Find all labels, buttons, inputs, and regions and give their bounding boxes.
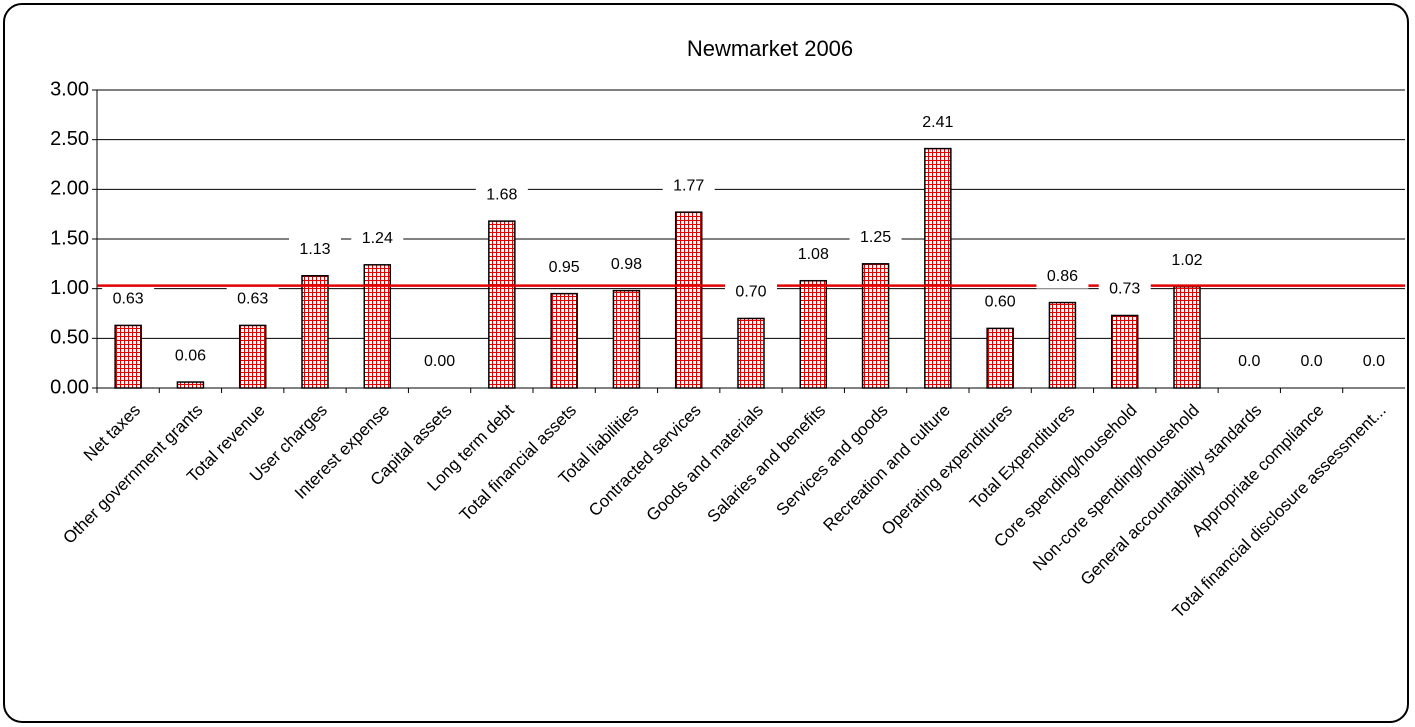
label-bg bbox=[289, 237, 341, 262]
data-label: 2.41 bbox=[922, 114, 953, 131]
bar bbox=[737, 317, 765, 389]
data-label: 0.95 bbox=[549, 259, 580, 276]
data-label: 0.63 bbox=[113, 291, 144, 308]
label-bg bbox=[787, 242, 840, 267]
label-bg bbox=[974, 290, 1027, 315]
data-label: 0.86 bbox=[1047, 268, 1078, 285]
data-label: 1.02 bbox=[1171, 252, 1202, 269]
chart-title: Newmarket 2006 bbox=[687, 36, 853, 61]
bar bbox=[1110, 314, 1139, 389]
bar bbox=[612, 289, 641, 389]
label-bg bbox=[538, 255, 591, 280]
bar bbox=[1048, 301, 1077, 389]
bar bbox=[114, 324, 142, 389]
data-label: 0.70 bbox=[735, 284, 766, 301]
bar bbox=[550, 292, 578, 389]
bar bbox=[674, 211, 703, 389]
y-tick-label: 0.00 bbox=[50, 376, 89, 398]
label-bg bbox=[600, 252, 653, 277]
bar bbox=[301, 275, 329, 389]
bar bbox=[176, 381, 205, 389]
y-tick-label: 2.00 bbox=[50, 178, 89, 200]
data-label: 0.00 bbox=[424, 353, 455, 370]
data-label: 1.68 bbox=[486, 186, 517, 203]
label-bg bbox=[1223, 350, 1276, 374]
data-label: 0.98 bbox=[611, 256, 642, 273]
data-label: 1.77 bbox=[673, 177, 704, 194]
label-bg bbox=[1098, 277, 1151, 302]
bar bbox=[1173, 285, 1201, 389]
y-tick-label: 2.50 bbox=[50, 128, 89, 150]
data-label: 0.73 bbox=[1109, 281, 1140, 298]
label-bg bbox=[662, 174, 715, 199]
bar bbox=[986, 327, 1014, 389]
label-bg bbox=[164, 344, 217, 369]
y-tick-label: 3.00 bbox=[50, 78, 89, 100]
label-bg bbox=[725, 280, 777, 305]
label-bg bbox=[351, 226, 404, 251]
bar bbox=[238, 324, 267, 389]
y-tick-label: 0.50 bbox=[50, 327, 89, 349]
y-tick-label: 1.00 bbox=[50, 277, 89, 299]
data-label: 1.13 bbox=[299, 241, 330, 258]
bar bbox=[799, 279, 828, 389]
bar bbox=[363, 264, 392, 389]
data-label: 0.06 bbox=[175, 347, 206, 364]
frame bbox=[3, 3, 1409, 723]
label-bg bbox=[1347, 350, 1400, 374]
data-label: 0.0 bbox=[1300, 353, 1322, 370]
bar bbox=[861, 263, 890, 389]
label-bg bbox=[849, 225, 902, 250]
data-label: 1.25 bbox=[860, 229, 891, 246]
label-bg bbox=[102, 287, 155, 312]
label-bg bbox=[1285, 350, 1338, 374]
data-label: 1.24 bbox=[362, 230, 393, 247]
label-bg bbox=[413, 350, 466, 374]
data-label: 1.08 bbox=[798, 246, 829, 263]
label-bg bbox=[911, 110, 964, 135]
data-label: 0.0 bbox=[1363, 353, 1385, 370]
data-label: 0.63 bbox=[237, 291, 268, 308]
bar bbox=[924, 147, 952, 389]
label-bg bbox=[475, 183, 528, 208]
data-label: 0.0 bbox=[1238, 353, 1260, 370]
label-bg bbox=[1036, 264, 1089, 289]
bar bbox=[488, 220, 516, 389]
label-bg bbox=[226, 287, 279, 312]
y-tick-label: 1.50 bbox=[50, 227, 89, 249]
label-bg bbox=[1161, 248, 1213, 273]
data-label: 0.60 bbox=[985, 294, 1016, 311]
